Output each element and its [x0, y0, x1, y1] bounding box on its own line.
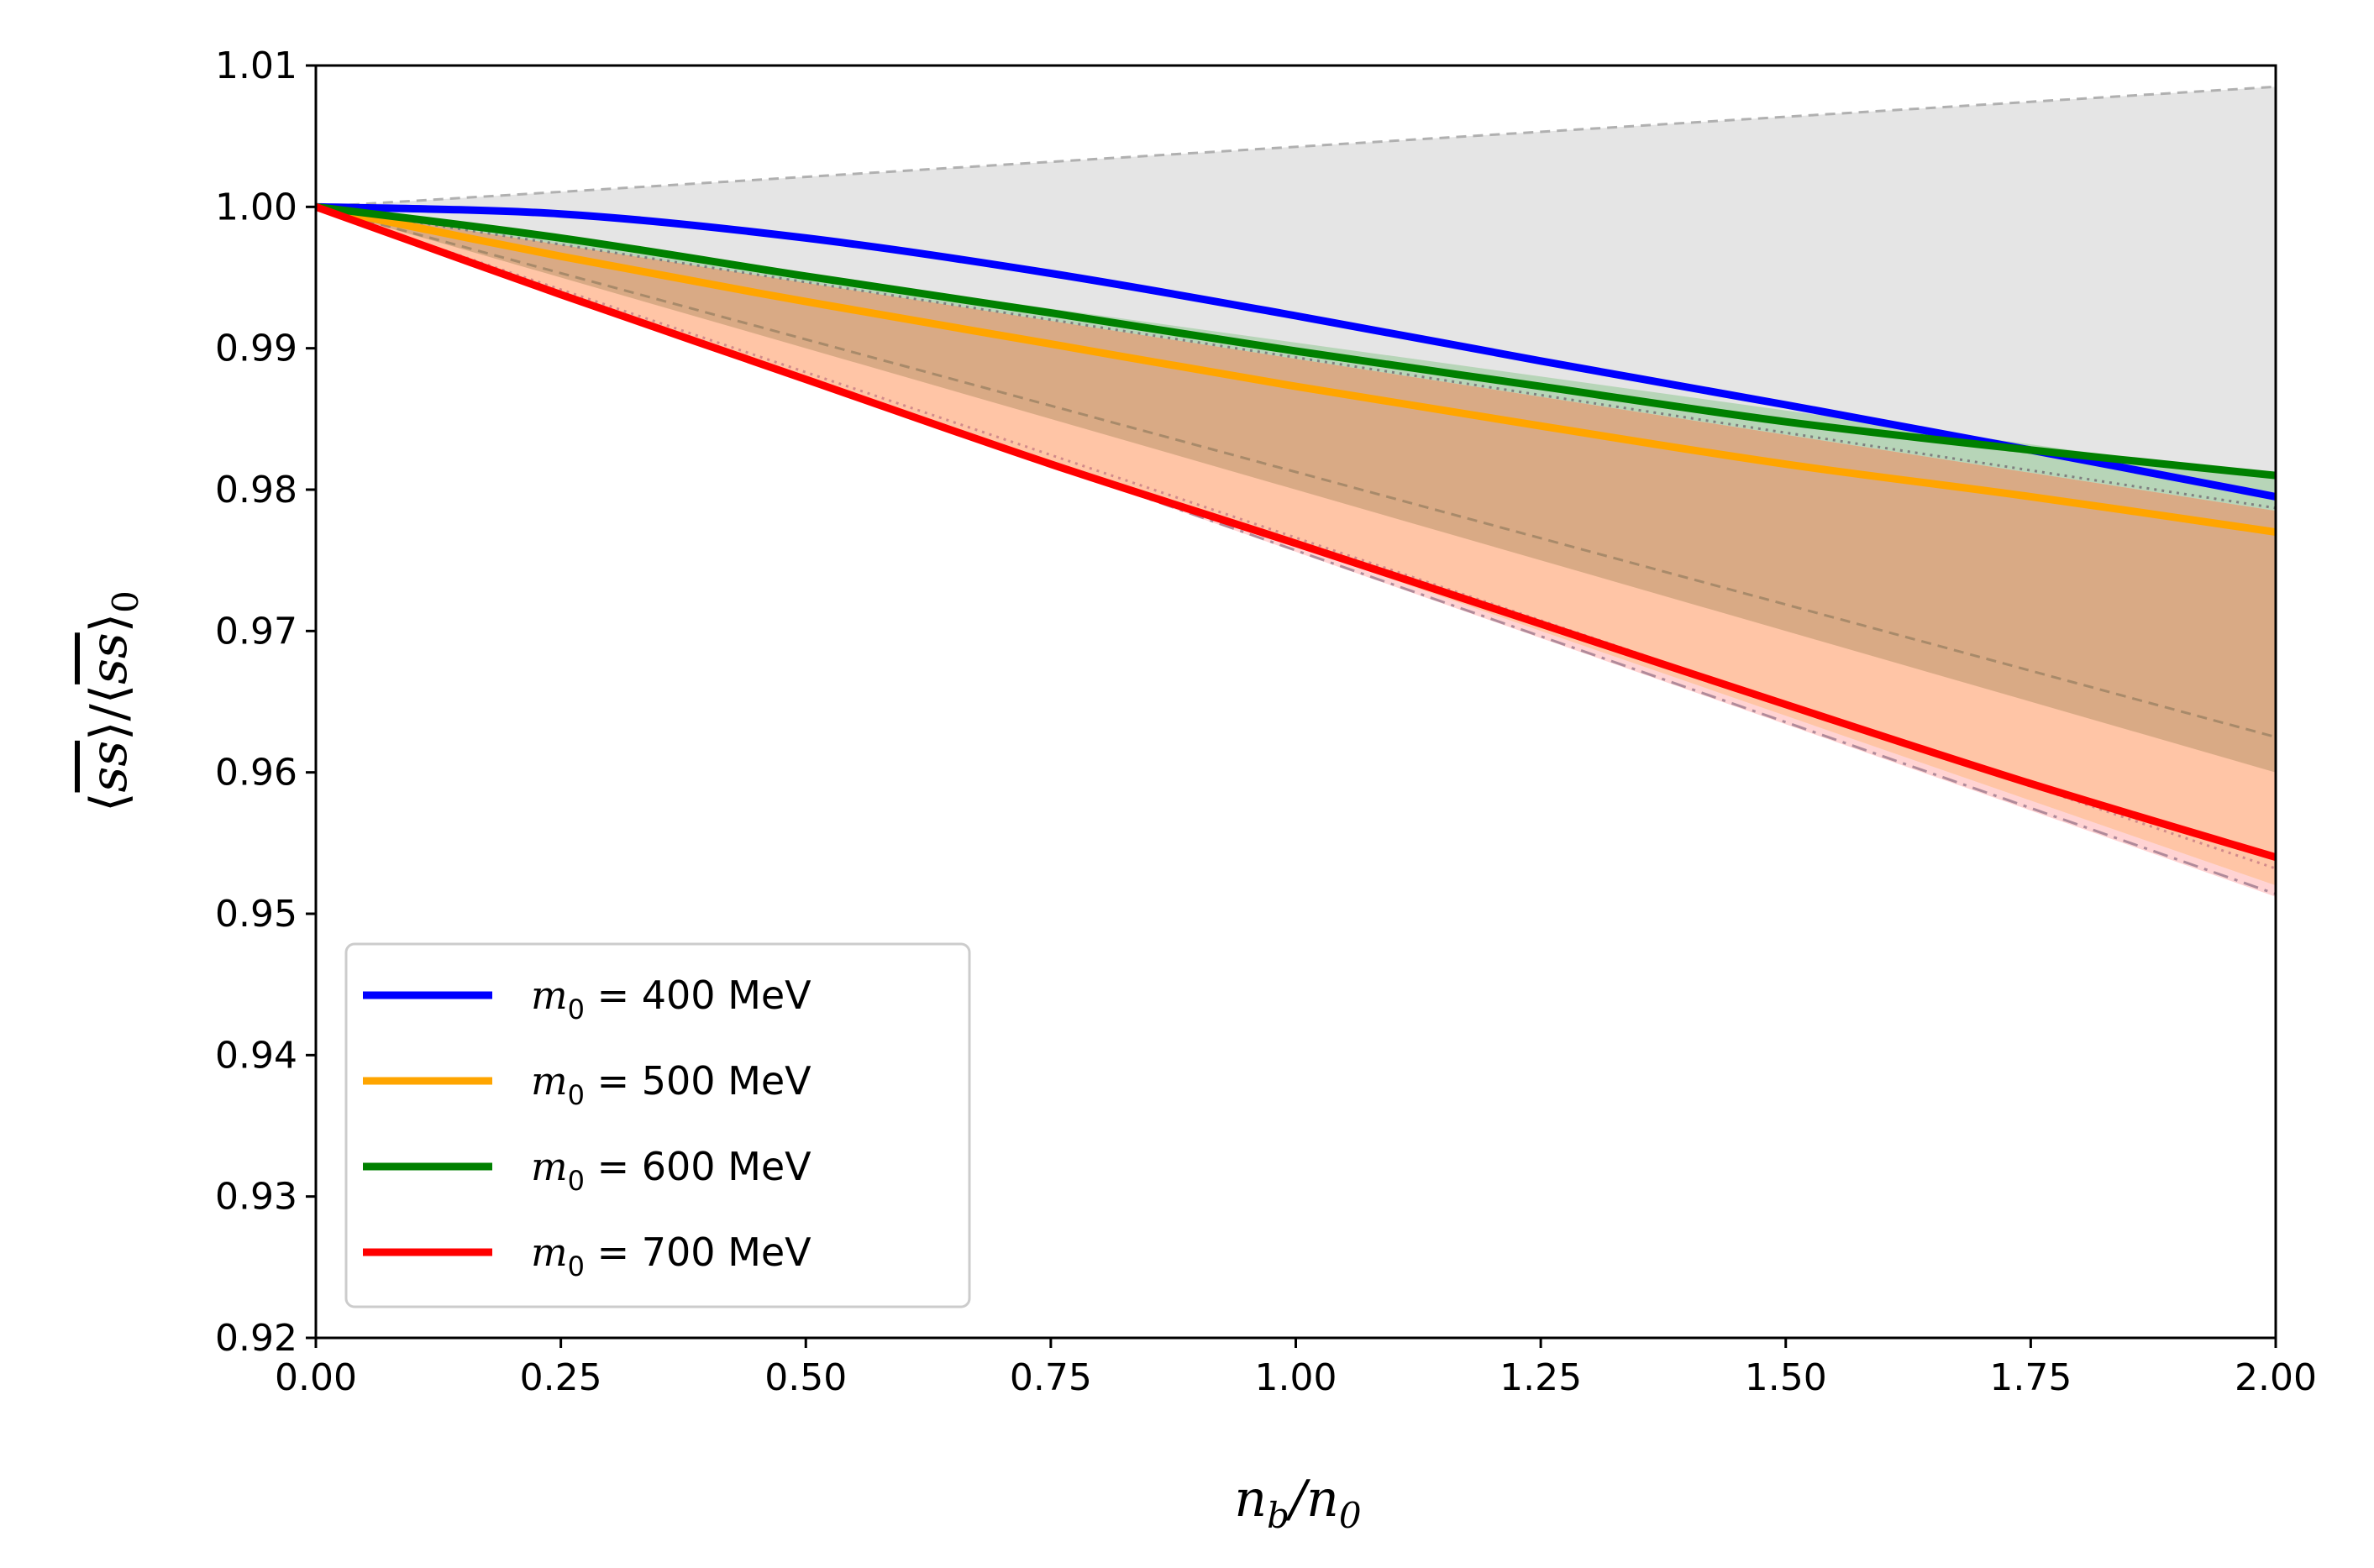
y-tick-label-8: 1.00: [215, 186, 297, 228]
series-line-2: [316, 202, 2276, 480]
series-line-0: [316, 202, 2276, 501]
x-tick-label-4: 1.00: [1255, 1356, 1337, 1399]
x-axis-title: nb/n0: [1234, 1470, 1361, 1536]
legend-label-0: m0 = 400 MeV: [531, 973, 811, 1025]
y-tick-label-5: 0.97: [215, 610, 297, 653]
series-line-3: [316, 203, 2276, 862]
x-tick-label-2: 0.50: [764, 1356, 847, 1399]
legend: m0 = 400 MeV m0 = 500 MeV m0 = 600 MeV m0 =…: [344, 942, 971, 1308]
reference-line-1: [316, 205, 2276, 510]
x-tick-label-5: 1.25: [1500, 1356, 1582, 1399]
y-tick-label-0: 0.92: [215, 1317, 297, 1360]
band-3: [316, 207, 2276, 773]
svg-text:nb/n0: nb/n0: [1234, 1470, 1361, 1536]
legend-label-3: m0 = 700 MeV: [531, 1230, 811, 1282]
x-tick-label-1: 0.25: [520, 1356, 602, 1399]
y-tick-label-9: 1.01: [215, 45, 297, 87]
reference-line-4: [316, 205, 2276, 895]
y-tick-label-2: 0.94: [215, 1034, 297, 1077]
reference-line-2: [316, 205, 2276, 739]
x-tick-label-8: 2.00: [2235, 1356, 2317, 1399]
data-series: [316, 202, 2276, 862]
y-axis: 0.92 0.93 0.94 0.95 0.96 0.97 0.98 0.99 1.00 1.01: [215, 45, 316, 1360]
legend-box: [344, 942, 971, 1308]
y-axis-title: ⟨ss⟩/⟨ss⟩0: [80, 590, 146, 812]
svg-text:⟨ss⟩/⟨ss⟩0: ⟨ss⟩/⟨ss⟩0: [80, 590, 146, 812]
reference-line-0: [316, 85, 2276, 208]
legend-label-2: m0 = 600 MeV: [531, 1144, 811, 1197]
y-tick-label-6: 0.98: [215, 469, 297, 511]
y-tick-label-4: 0.96: [215, 752, 297, 794]
x-tick-label-7: 1.75: [1989, 1356, 2072, 1399]
x-axis: 0.00 0.25 0.50 0.75 1.00 1.25 1.50 1.75 2.00: [275, 1338, 2317, 1399]
x-tick-label-3: 0.75: [1010, 1356, 1092, 1399]
band-1: [316, 207, 2276, 511]
y-tick-label-3: 0.95: [215, 893, 297, 936]
x-tick-label-0: 0.00: [275, 1356, 357, 1399]
series-line-1: [316, 202, 2276, 536]
y-tick-label-7: 0.99: [215, 328, 297, 370]
legend-label-1: m0 = 500 MeV: [531, 1058, 811, 1111]
y-tick-label-1: 0.93: [215, 1176, 297, 1219]
x-tick-label-6: 1.50: [1745, 1356, 1827, 1399]
